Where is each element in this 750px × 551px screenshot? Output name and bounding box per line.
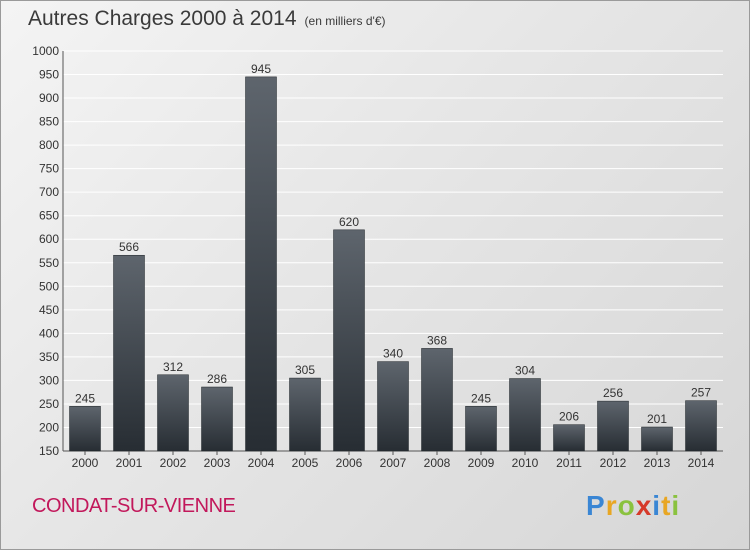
y-tick-label: 500 <box>39 279 59 293</box>
bar-value-label: 305 <box>295 363 315 377</box>
logo-letter: t <box>661 490 672 521</box>
bar-value-label: 256 <box>603 386 623 400</box>
bar-value-label: 566 <box>119 240 139 254</box>
y-tick-label: 350 <box>39 350 59 364</box>
bar-value-label: 304 <box>515 364 535 378</box>
bar <box>289 377 321 452</box>
x-tick-label: 2012 <box>600 456 627 470</box>
x-tick-label: 2008 <box>424 456 451 470</box>
x-axis: 2000 2001 2002 2003 2004 2005 2006 2007 2008 2009… <box>72 451 715 470</box>
bar-value-label: 245 <box>75 391 95 405</box>
bar <box>553 424 585 452</box>
x-tick-label: 2009 <box>468 456 495 470</box>
y-tick-label: 400 <box>39 326 59 340</box>
y-tick-label: 600 <box>39 232 59 246</box>
bar <box>641 426 673 452</box>
proxiti-logo: Proxiti <box>586 490 680 522</box>
bar <box>685 400 717 452</box>
y-tick-label: 800 <box>39 138 59 152</box>
bar <box>509 378 541 452</box>
bar-value-label: 286 <box>207 372 227 386</box>
x-tick-label: 2010 <box>512 456 539 470</box>
logo-letter: P <box>586 490 606 521</box>
x-tick-label: 2004 <box>248 456 275 470</box>
y-tick-label: 1000 <box>32 44 59 58</box>
y-tick-label: 950 <box>39 68 59 82</box>
bar-value-label: 340 <box>383 347 403 361</box>
x-tick-label: 2014 <box>688 456 715 470</box>
logo-letter: o <box>617 490 636 521</box>
bar <box>333 229 365 452</box>
bar-value-label: 201 <box>647 412 667 426</box>
bars: 245 566 312 286 945 305 620 340 368 245 304 206 256 2… <box>69 62 717 452</box>
x-tick-label: 2003 <box>204 456 231 470</box>
y-tick-label: 550 <box>39 256 59 270</box>
bar-value-label: 368 <box>427 333 447 347</box>
x-tick-label: 2013 <box>644 456 671 470</box>
x-tick-label: 2011 <box>556 456 582 470</box>
bar-value-label: 945 <box>251 62 271 76</box>
bar <box>465 406 497 452</box>
y-tick-label: 650 <box>39 209 59 223</box>
y-tick-label: 300 <box>39 373 59 387</box>
bar <box>377 361 409 452</box>
y-tick-label: 450 <box>39 303 59 317</box>
x-tick-label: 2005 <box>292 456 319 470</box>
y-tick-label: 150 <box>39 444 59 458</box>
bar <box>597 400 629 452</box>
bar-value-label: 206 <box>559 410 579 424</box>
logo-letter: i <box>671 490 681 521</box>
y-tick-label: 250 <box>39 397 59 411</box>
title-text: Autres Charges 2000 à 2014 <box>28 7 297 30</box>
logo-letter: i <box>652 490 662 521</box>
logo-letter: x <box>635 490 653 521</box>
bar-value-label: 312 <box>163 360 183 374</box>
bar-value-label: 245 <box>471 391 491 405</box>
x-tick-label: 2002 <box>160 456 187 470</box>
x-tick-label: 2007 <box>380 456 407 470</box>
logo-letter: r <box>605 490 618 521</box>
x-tick-label: 2001 <box>116 456 143 470</box>
chart-title: Autres Charges 2000 à 2014 (en milliers d… <box>28 7 386 31</box>
x-tick-label: 2006 <box>336 456 363 470</box>
y-tick-label: 850 <box>39 115 59 129</box>
bar-value-label: 257 <box>691 386 711 400</box>
y-tick-label: 900 <box>39 91 59 105</box>
commune-name: CONDAT-SUR-VIENNE <box>32 495 236 517</box>
chart-subtitle: (en milliers d'€) <box>304 14 386 28</box>
bar <box>201 386 233 452</box>
y-axis: 150 200 250 300 350 400 450 500 550 600 650 700 750 8… <box>32 44 723 458</box>
bar <box>421 348 453 452</box>
y-tick-label: 200 <box>39 420 59 434</box>
y-tick-label: 700 <box>39 185 59 199</box>
bar <box>245 76 277 452</box>
bar <box>69 406 101 452</box>
bar-value-label: 620 <box>339 215 359 229</box>
y-tick-label: 750 <box>39 162 59 176</box>
bar <box>157 374 189 452</box>
x-tick-label: 2000 <box>72 456 99 470</box>
bar <box>113 254 145 452</box>
